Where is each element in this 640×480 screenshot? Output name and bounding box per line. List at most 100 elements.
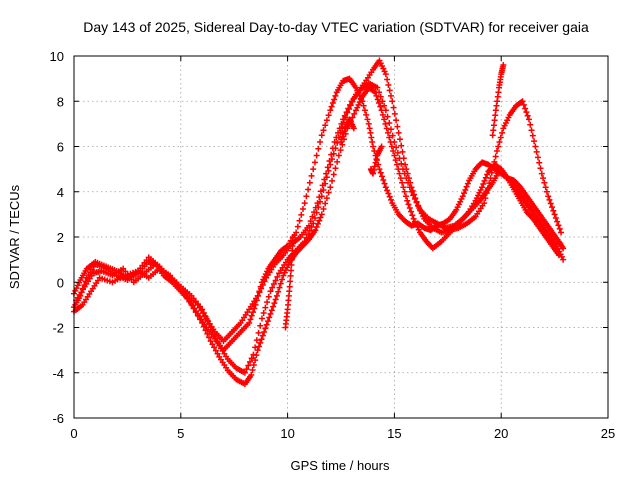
data-point [391,110,398,117]
data-point [319,182,326,189]
data-point [411,195,418,202]
data-point [343,109,350,116]
data-point [379,111,386,118]
data-point [393,117,400,124]
data-point [396,155,403,162]
y-tick-label: 4 [57,185,64,200]
data-point [391,152,398,159]
data-point [551,211,558,218]
data-point [279,276,286,283]
data-point [527,121,534,128]
data-point [266,314,273,321]
data-point [415,203,422,210]
data-point [312,227,319,234]
data-point [275,288,282,295]
data-point [556,225,563,232]
data-point [258,315,265,322]
data-point [367,129,374,136]
data-point [255,343,262,350]
data-point [482,174,489,181]
series-track-2 [71,57,565,376]
chart-title: Day 143 of 2025, Sidereal Day-to-day VTE… [83,19,589,35]
y-tick-label: 8 [57,94,64,109]
data-point [338,120,345,127]
data-point [256,289,263,296]
data-point [331,138,338,145]
data-point [519,98,526,105]
data-point [314,220,321,227]
data-point [386,119,393,126]
data-point [397,175,404,182]
data-point [320,205,327,212]
data-point [540,175,547,182]
data-point [537,165,544,172]
data-point [360,102,367,109]
data-point [255,329,262,336]
data-point [376,166,383,173]
data-point [341,112,348,119]
data-point [496,138,503,145]
data-point [289,234,296,240]
data-point [384,113,391,120]
data-point [393,161,400,168]
data-point [258,285,265,292]
data-point [303,193,310,200]
data-point [270,281,277,288]
data-point [262,304,269,311]
data-point [318,211,325,218]
data-point [252,301,259,308]
data-point [276,284,283,291]
series-spike-b [489,62,507,139]
data-point [464,180,471,187]
data-point [199,319,206,326]
data-point [385,190,392,197]
data-point [364,116,371,123]
data-point [336,125,343,132]
data-point [399,148,406,155]
data-point [388,143,395,150]
data-point [277,280,284,287]
data-point [393,144,400,151]
data-point [305,186,312,193]
data-point [309,213,316,220]
data-point [257,322,264,329]
data-point [313,152,320,159]
series-spike-d [367,143,385,177]
data-point [314,200,321,207]
data-point [251,305,258,312]
data-point [186,298,193,305]
data-point [248,372,255,379]
data-point [387,196,394,203]
data-point [365,120,372,127]
data-point [377,93,384,100]
data-point [405,201,412,208]
data-point [392,157,399,164]
data-point [374,84,381,91]
data-point [484,171,491,178]
data-point [390,148,397,155]
data-point [326,157,333,164]
data-point [538,170,545,177]
data-point [478,184,485,191]
x-tick-label: 0 [70,426,77,441]
data-point [401,188,408,195]
data-point [547,200,554,207]
series-track-4 [73,80,567,345]
data-point [243,366,250,373]
data-point [298,211,305,218]
data-point [383,125,390,132]
data-point [214,350,221,357]
data-point [250,362,257,369]
data-point [253,352,260,359]
data-point [324,164,331,171]
data-point [394,123,401,130]
data-point [363,111,370,118]
data-point [260,310,267,317]
data-point [536,159,543,166]
data-point [346,101,353,108]
data-point [258,336,265,343]
data-point [323,117,330,124]
data-point [405,179,412,186]
data-point [327,184,334,191]
data-point [524,112,531,119]
